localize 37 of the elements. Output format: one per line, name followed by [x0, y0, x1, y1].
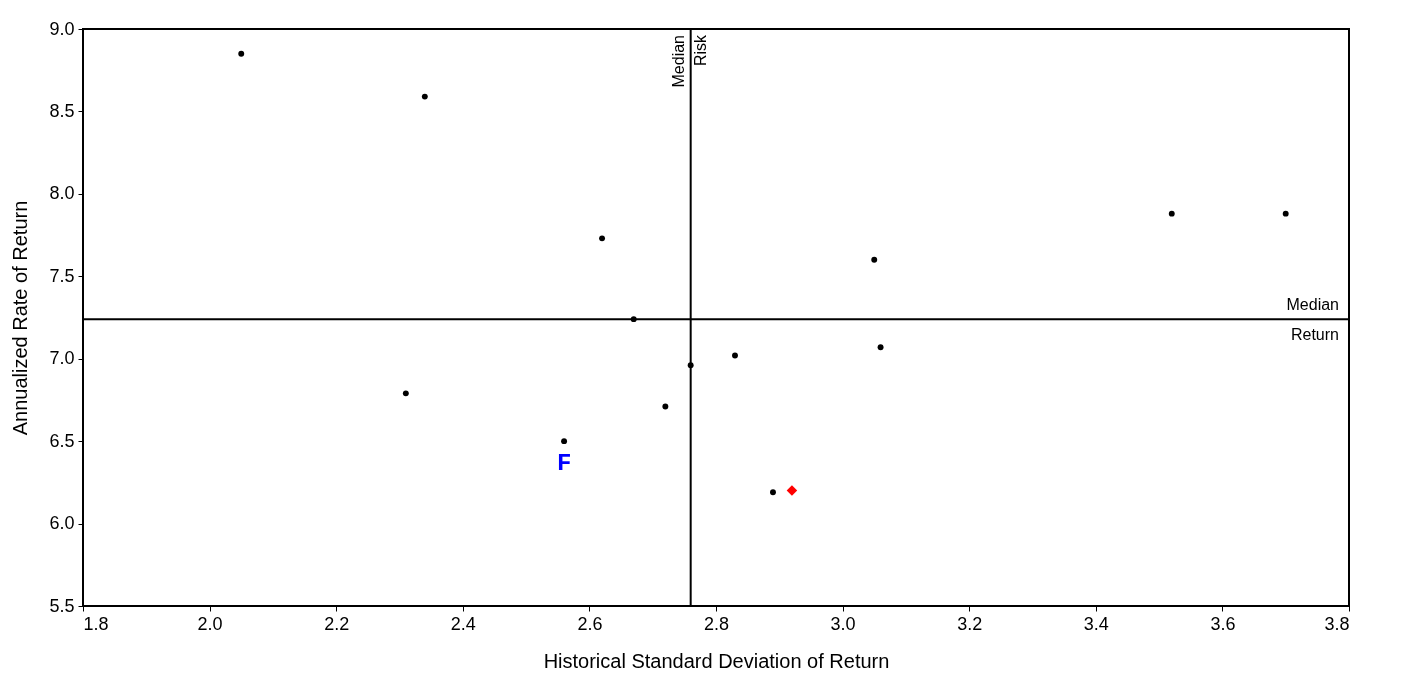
x-tick-label: 3.0 — [830, 613, 856, 634]
x-axis-title: Historical Standard Deviation of Return — [543, 649, 890, 672]
point — [877, 344, 884, 351]
x-tick-label: 2.8 — [703, 613, 730, 634]
point — [786, 485, 798, 496]
x-tick-label: 3.4 — [1083, 613, 1109, 634]
x-tick-label: 2.6 — [577, 613, 603, 634]
ref-line-label: Median Return — [1286, 296, 1339, 344]
x-tick-label: 2.2 — [324, 613, 350, 634]
x-tick-label: 2.4 — [450, 613, 476, 634]
point — [599, 235, 606, 242]
y-axis-title: Annualized Rate of Return — [9, 200, 32, 436]
point — [238, 50, 245, 57]
point — [561, 438, 568, 445]
x-tick-label: 3.2 — [957, 613, 983, 634]
x-tick-label: 3.6 — [1210, 613, 1236, 634]
point — [770, 489, 776, 496]
y-tick-label: 8.0 — [49, 183, 75, 204]
annotation: F — [556, 450, 572, 478]
y-tick-label: 6.0 — [49, 513, 75, 534]
x-tick-label: 3.8 — [1324, 613, 1350, 634]
y-tick-label: 7.5 — [49, 265, 75, 286]
point — [1282, 210, 1289, 217]
y-tick-label: 6.5 — [49, 430, 75, 451]
y-tick-label: 7.0 — [49, 348, 75, 369]
x-tick-label: 1.8 — [83, 613, 109, 634]
ref-line-label: Median Risk — [669, 34, 709, 88]
y-tick-label: 5.5 — [49, 595, 75, 616]
x-tick-label: 2.0 — [197, 613, 223, 634]
point — [421, 93, 428, 100]
point — [1168, 210, 1175, 217]
point — [402, 390, 409, 397]
y-tick-label: 9.0 — [49, 18, 75, 39]
y-tick-label: 8.5 — [49, 100, 75, 121]
point — [871, 256, 878, 263]
point — [662, 403, 669, 410]
point — [732, 352, 738, 359]
